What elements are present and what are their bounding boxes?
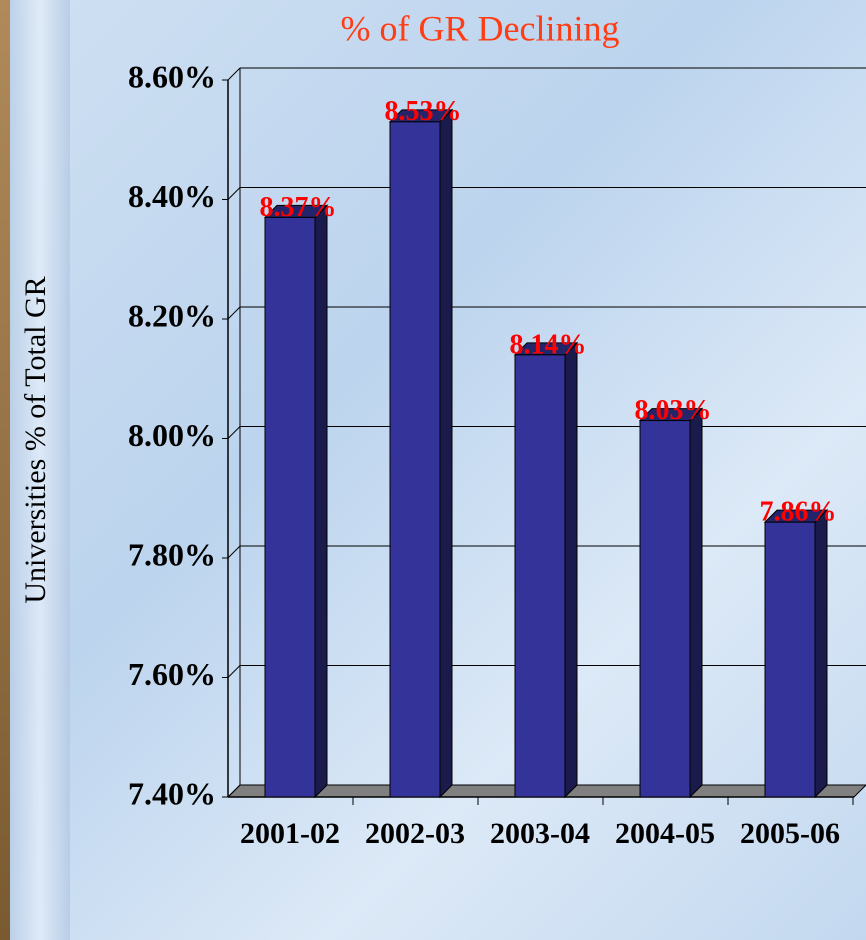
grid-diag xyxy=(227,545,241,559)
decor-pillar xyxy=(10,0,70,940)
value-label: 7.86% xyxy=(760,497,837,528)
bar xyxy=(264,216,316,798)
value-label: 8.53% xyxy=(385,96,462,127)
y-tick-label: 8.40% xyxy=(128,178,216,214)
x-tick-label: 2001-02 xyxy=(240,817,340,850)
bar-side xyxy=(564,341,578,799)
x-tick-label: 2004-05 xyxy=(615,817,715,850)
x-tick-label: 2002-03 xyxy=(365,817,465,850)
bar-side xyxy=(814,508,828,799)
bar-side xyxy=(314,204,328,799)
bar xyxy=(764,521,816,798)
bar-side xyxy=(439,108,453,799)
y-tick-label: 7.80% xyxy=(128,536,216,572)
bar-side xyxy=(689,407,703,799)
x-tick-label: 2005-06 xyxy=(740,817,840,850)
grid-diag xyxy=(227,187,241,200)
y-tick-label: 8.00% xyxy=(128,417,216,453)
bar xyxy=(639,420,691,798)
y-tick-label: 7.40% xyxy=(128,775,216,811)
y-tick-label: 7.60% xyxy=(128,656,216,692)
value-label: 8.14% xyxy=(510,329,587,360)
grid-diag xyxy=(227,665,241,678)
y-tick-label: 8.60% xyxy=(128,58,216,94)
y-tick-label: 8.20% xyxy=(128,297,216,333)
grid-diag xyxy=(227,67,241,81)
grid-diag xyxy=(227,306,241,320)
grid-diag xyxy=(227,784,241,798)
grid-diag xyxy=(227,426,241,439)
bar xyxy=(514,354,566,798)
chart-title: % of GR Declining xyxy=(341,8,620,48)
y-axis-title: Universities % of Total GR xyxy=(19,276,52,603)
x-tick-label: 2003-04 xyxy=(490,817,590,850)
value-label: 8.03% xyxy=(635,395,712,426)
value-label: 8.37% xyxy=(260,192,337,223)
decor-strip xyxy=(0,0,10,940)
bar xyxy=(389,121,441,798)
